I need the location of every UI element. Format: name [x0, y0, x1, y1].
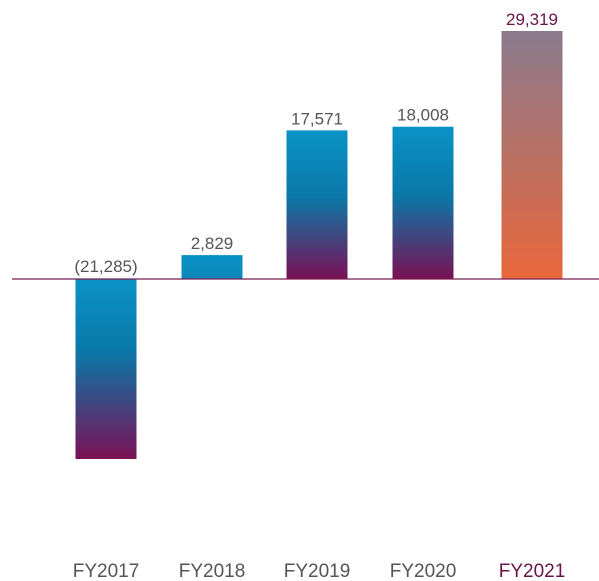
value-label-fy2018: 2,829 [191, 234, 234, 253]
labels-layer: (21,285) FY2017 2,829 FY2018 17,571 FY2019 18,… [73, 10, 566, 581]
value-label-fy2020: 18,008 [397, 106, 449, 125]
category-label-fy2021: FY2021 [499, 561, 566, 581]
bar-fy2020 [392, 126, 454, 279]
category-label-fy2017: FY2017 [73, 561, 140, 581]
bar-fy2018 [181, 255, 243, 279]
category-label-fy2020: FY2020 [390, 561, 457, 581]
value-label-fy2019: 17,571 [291, 109, 343, 128]
value-label-fy2021: 29,319 [506, 10, 558, 29]
bar-fy2019 [286, 130, 348, 279]
bar-fy2021 [501, 31, 563, 279]
bars-layer [75, 31, 563, 459]
category-label-fy2018: FY2018 [179, 561, 246, 581]
category-label-fy2019: FY2019 [284, 561, 351, 581]
value-label-fy2017: (21,285) [74, 257, 137, 276]
bar-fy2017 [75, 279, 137, 459]
